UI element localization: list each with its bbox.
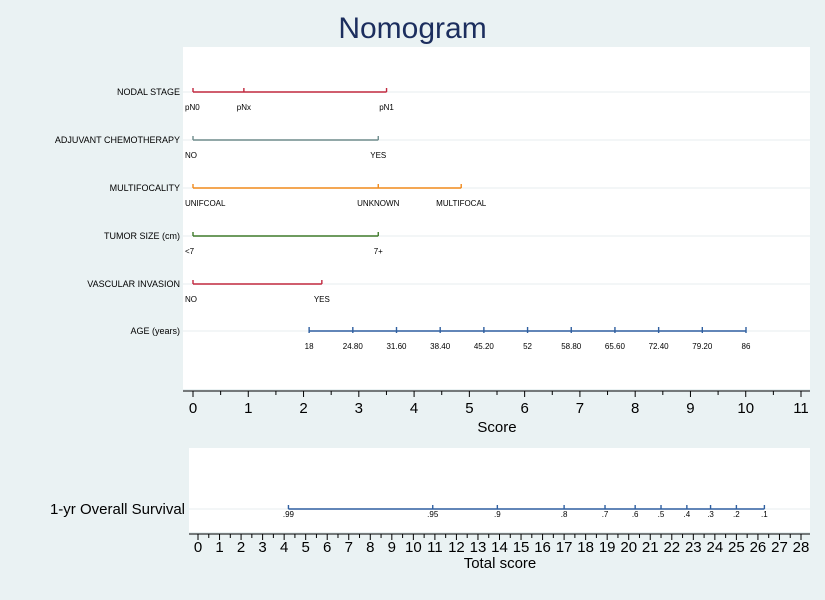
- level-label: 38.40: [430, 342, 451, 351]
- total-tick-label: 24: [707, 539, 724, 556]
- top-panel: [183, 47, 810, 389]
- total-tick-label: 26: [750, 539, 767, 556]
- score-tick-label: 5: [465, 400, 473, 417]
- score-tick-label: 0: [189, 400, 197, 417]
- level-label: pN1: [379, 103, 394, 112]
- total-tick-label: 12: [448, 539, 465, 556]
- level-label: 58.80: [561, 342, 582, 351]
- level-label: UNKNOWN: [357, 199, 399, 208]
- chart-title: Nomogram: [338, 12, 487, 45]
- total-tick-label: 25: [728, 539, 745, 556]
- total-tick-label: 4: [280, 539, 288, 556]
- survival-tick-label: .95: [427, 510, 439, 519]
- total-tick-label: 15: [513, 539, 530, 556]
- survival-tick-label: .5: [658, 510, 665, 519]
- total-tick-label: 28: [793, 539, 810, 556]
- total-tick-label: 1: [215, 539, 223, 556]
- level-label: YES: [370, 151, 386, 160]
- level-label: 7+: [374, 247, 383, 256]
- score-tick-label: 1: [244, 400, 252, 417]
- level-label: NO: [185, 295, 197, 304]
- variable-label: NODAL STAGE: [117, 87, 180, 97]
- level-label: 65.60: [605, 342, 626, 351]
- total-tick-label: 13: [470, 539, 487, 556]
- score-tick-label: 7: [576, 400, 584, 417]
- survival-tick-label: .9: [494, 510, 501, 519]
- level-label: pN0: [185, 103, 200, 112]
- total-tick-label: 6: [323, 539, 331, 556]
- level-label: 72.40: [649, 342, 670, 351]
- total-tick-label: 9: [388, 539, 396, 556]
- variable-label: AGE (years): [130, 326, 180, 336]
- survival-tick-label: .4: [684, 510, 691, 519]
- bottom-panel: [189, 448, 810, 532]
- total-tick-label: 11: [427, 539, 443, 556]
- score-tick-label: 8: [631, 400, 639, 417]
- score-tick-label: 9: [686, 400, 694, 417]
- survival-tick-label: .1: [761, 510, 768, 519]
- survival-tick-label: .7: [602, 510, 609, 519]
- total-tick-label: 5: [302, 539, 310, 556]
- score-tick-label: 3: [355, 400, 363, 417]
- total-tick-label: 3: [258, 539, 266, 556]
- total-tick-label: 14: [491, 539, 508, 556]
- total-axis-title: Total score: [464, 555, 537, 572]
- survival-tick-label: .99: [283, 510, 295, 519]
- total-tick-label: 7: [345, 539, 353, 556]
- total-tick-label: 20: [620, 539, 637, 556]
- level-label: <7: [185, 247, 195, 256]
- score-tick-label: 10: [737, 400, 754, 417]
- total-tick-label: 22: [663, 539, 680, 556]
- variable-label: ADJUVANT CHEMOTHERAPY: [55, 135, 180, 145]
- level-label: UNIFCOAL: [185, 199, 226, 208]
- level-label: 31.60: [386, 342, 407, 351]
- survival-tick-label: .8: [561, 510, 568, 519]
- level-label: pNx: [237, 103, 251, 112]
- total-tick-label: 16: [534, 539, 551, 556]
- score-tick-label: 4: [410, 400, 418, 417]
- total-tick-label: 18: [577, 539, 594, 556]
- total-tick-label: 2: [237, 539, 245, 556]
- total-tick-label: 27: [771, 539, 788, 556]
- level-label: 24.80: [343, 342, 364, 351]
- survival-tick-label: .2: [733, 510, 740, 519]
- total-tick-label: 10: [405, 539, 422, 556]
- level-label: MULTIFOCAL: [436, 199, 487, 208]
- total-tick-label: 21: [642, 539, 659, 556]
- level-label: 52: [523, 342, 532, 351]
- total-tick-label: 17: [556, 539, 573, 556]
- survival-label: 1-yr Overall Survival: [50, 501, 185, 518]
- level-label: 45.20: [474, 342, 495, 351]
- total-tick-label: 19: [599, 539, 616, 556]
- score-tick-label: 6: [520, 400, 528, 417]
- total-tick-label: 0: [194, 539, 202, 556]
- variable-label: VASCULAR INVASION: [87, 279, 180, 289]
- total-tick-label: 8: [366, 539, 374, 556]
- total-tick-label: 23: [685, 539, 702, 556]
- level-label: YES: [314, 295, 330, 304]
- level-label: 86: [742, 342, 751, 351]
- variable-label: MULTIFOCALITY: [110, 183, 180, 193]
- score-tick-label: 11: [793, 400, 809, 417]
- score-tick-label: 2: [299, 400, 307, 417]
- level-label: 18: [305, 342, 314, 351]
- level-label: NO: [185, 151, 197, 160]
- score-axis-title: Score: [477, 419, 516, 436]
- variable-label: TUMOR SIZE (cm): [104, 231, 180, 241]
- survival-tick-label: .3: [707, 510, 714, 519]
- survival-tick-label: .6: [632, 510, 639, 519]
- level-label: 79.20: [692, 342, 713, 351]
